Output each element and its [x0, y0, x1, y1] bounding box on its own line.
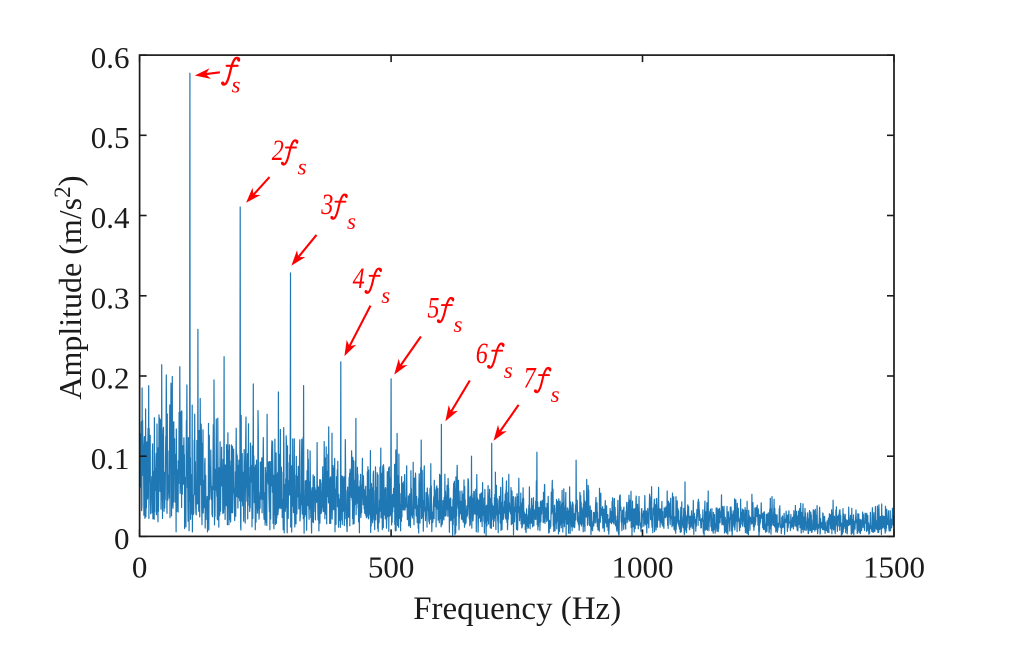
svg-text:6: 6 — [476, 337, 489, 370]
svg-text:s: s — [504, 358, 513, 383]
svg-text:s: s — [454, 312, 463, 337]
svg-text:s: s — [381, 283, 390, 308]
svg-text:Frequency (Hz): Frequency (Hz) — [413, 591, 621, 627]
svg-text:1500: 1500 — [863, 549, 925, 584]
svg-text:s: s — [232, 73, 241, 98]
svg-text:s: s — [347, 209, 356, 234]
svg-text:0.4: 0.4 — [91, 200, 130, 235]
svg-text:7: 7 — [524, 361, 537, 394]
svg-text:1000: 1000 — [612, 549, 674, 584]
svg-text:4: 4 — [353, 262, 365, 295]
svg-text:3: 3 — [320, 188, 333, 221]
svg-text:5: 5 — [427, 291, 439, 324]
svg-text:500: 500 — [368, 549, 415, 584]
svg-text:0.5: 0.5 — [91, 120, 130, 155]
svg-text:Amplitude (m/s2): Amplitude (m/s2) — [50, 175, 89, 399]
svg-text:0: 0 — [114, 521, 130, 556]
svg-text:s: s — [551, 382, 560, 407]
svg-text:s: s — [298, 155, 307, 180]
svg-text:0.3: 0.3 — [91, 280, 130, 315]
svg-text:0: 0 — [132, 549, 148, 584]
svg-text:0.1: 0.1 — [91, 441, 130, 476]
svg-text:2: 2 — [272, 134, 284, 167]
svg-text:0.2: 0.2 — [91, 361, 130, 396]
svg-text:0.6: 0.6 — [91, 40, 130, 75]
